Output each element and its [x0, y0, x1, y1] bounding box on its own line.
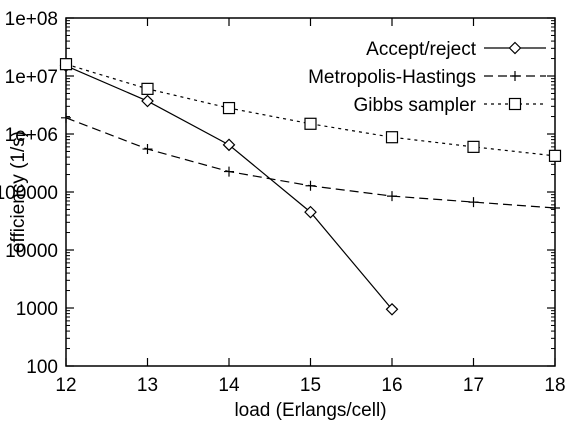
- y-tick-label: 100: [26, 357, 58, 378]
- x-tick-label: 14: [218, 375, 240, 396]
- series-2: [59, 58, 562, 162]
- data-point-diamond: [508, 41, 522, 55]
- data-point-diamond: [385, 302, 399, 316]
- y-tick-label: 100000: [0, 183, 58, 204]
- data-point-diamond: [222, 138, 236, 152]
- x-tick-label: 13: [137, 375, 158, 396]
- legend: Accept/reject Metropolis-Hastings Gibbs sa…: [308, 39, 546, 116]
- data-point-plus: [468, 197, 479, 208]
- series-line: [65, 117, 556, 209]
- data-point-square: [385, 131, 399, 144]
- y-axis-title: efficiency (1/s): [8, 131, 29, 253]
- data-point-plus: [142, 144, 153, 155]
- data-point-plus: [387, 191, 397, 202]
- x-tick-label: 15: [300, 375, 321, 396]
- series-1: [61, 112, 560, 213]
- data-point-square: [467, 140, 480, 153]
- y-tick-label: 10000: [5, 241, 58, 262]
- legend-label: Metropolis-Hastings: [308, 67, 476, 88]
- data-point-plus: [305, 180, 316, 191]
- x-tick-label: 18: [544, 375, 565, 396]
- data-point-square: [222, 101, 236, 115]
- tick-labels: 12 13 14 15 16 17 18 100 1000 10000 100000 1e+06 1e+…: [0, 9, 566, 396]
- data-point-plus: [550, 202, 560, 213]
- x-tick-label: 12: [55, 375, 76, 396]
- series-layer: [59, 58, 562, 316]
- data-point-square: [304, 117, 317, 130]
- data-point-square: [508, 97, 522, 111]
- y-tick-label: 1e+06: [5, 125, 58, 146]
- axis-ticks: [65, 17, 556, 367]
- data-point-plus: [224, 166, 234, 177]
- y-tick-label: 1000: [16, 299, 58, 320]
- data-point-diamond: [304, 205, 317, 219]
- x-tick-label: 16: [381, 375, 402, 396]
- data-point-plus: [61, 112, 71, 123]
- y-tick-label: 1e+08: [5, 9, 58, 30]
- data-point-square: [548, 149, 562, 162]
- y-tick-label: 1e+07: [5, 67, 58, 88]
- data-point-plus: [510, 71, 520, 81]
- x-tick-label: 17: [463, 375, 484, 396]
- series-0: [59, 59, 399, 316]
- legend-label: Accept/reject: [366, 39, 477, 60]
- legend-label: Gibbs sampler: [354, 95, 477, 116]
- data-point-square: [59, 58, 73, 71]
- x-axis-title: load (Erlangs/cell): [234, 400, 386, 421]
- data-point-square: [141, 82, 154, 95]
- data-point-diamond: [141, 94, 154, 108]
